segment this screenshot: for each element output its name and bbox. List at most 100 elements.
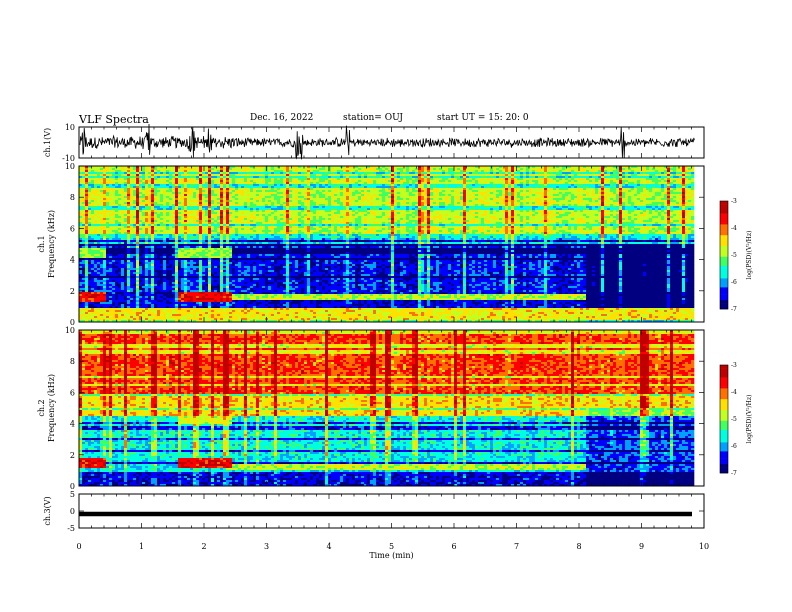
spectrogram-cell (259, 176, 262, 178)
spectrogram-cell (184, 182, 187, 184)
spectrogram-cell (460, 188, 463, 190)
spectrogram-cell (184, 204, 187, 206)
spectrogram-cell (244, 196, 247, 198)
spectrogram-cell (583, 180, 586, 182)
spectrogram-cell (361, 196, 364, 198)
spectrogram-cell (217, 182, 220, 184)
spectrogram-cell (313, 196, 316, 198)
spectrogram-cell (208, 200, 211, 202)
spectrogram-cell (166, 180, 169, 182)
spectrogram-cell (163, 198, 166, 200)
spectrogram-cell (445, 204, 448, 206)
spectrogram-cell (211, 178, 214, 180)
spectrogram-cell (316, 198, 319, 200)
spectrogram-cell (277, 174, 280, 176)
spectrogram-cell (316, 188, 319, 190)
spectrogram-cell (160, 182, 163, 184)
spectrogram-cell (577, 190, 580, 192)
spectrogram-cell (514, 178, 517, 180)
spectrogram-cell (436, 188, 439, 190)
spectrogram-cell (313, 172, 316, 174)
spectrogram-cell (331, 198, 334, 200)
spectrogram-cell (574, 170, 577, 172)
spectrogram-cell (574, 192, 577, 194)
spectrogram-cell (238, 184, 241, 186)
spectrogram-cell (256, 200, 259, 202)
spectrogram-cell (334, 182, 337, 184)
spectrogram-cell (502, 188, 505, 190)
spectrogram-cell (373, 182, 376, 184)
spectrogram-cell (688, 188, 691, 190)
spectrogram-cell (214, 184, 217, 186)
spectrogram-cell (241, 200, 244, 202)
spectrogram-cell (649, 198, 652, 200)
spectrogram-cell (361, 194, 364, 196)
spectrogram-cell (361, 198, 364, 200)
spectrogram-cell (346, 204, 349, 206)
spectrogram-cell (103, 180, 106, 182)
spectrogram-cell (391, 190, 394, 192)
spectrogram-cell (268, 168, 271, 170)
spectrogram-cell (352, 184, 355, 186)
spectrogram-cell (553, 194, 556, 196)
spectrogram-cell (547, 178, 550, 180)
spectrogram-cell (124, 170, 127, 172)
spectrogram-cell (205, 202, 208, 204)
spectrogram-cell (589, 172, 592, 174)
spectrogram-cell (580, 196, 583, 198)
spectrogram-cell (145, 200, 148, 202)
spectrogram-cell (460, 186, 463, 188)
spectrogram-cell (154, 174, 157, 176)
spectrogram-cell (142, 192, 145, 194)
spectrogram-cell (187, 196, 190, 198)
spectrogram-cell (196, 200, 199, 202)
spectrogram-cell (523, 174, 526, 176)
spectrogram-cell (562, 198, 565, 200)
spectrogram-cell (601, 198, 604, 200)
spectrogram-cell (238, 204, 241, 206)
spectrogram-cell (625, 200, 628, 202)
spectrogram-cell (235, 174, 238, 176)
spectrogram-cell (349, 184, 352, 186)
spectrogram-cell (463, 172, 466, 174)
spectrogram-cell (403, 198, 406, 200)
spectrogram-cell (178, 174, 181, 176)
spectrogram-cell (463, 182, 466, 184)
spectrogram-cell (451, 172, 454, 174)
spectrogram-cell (85, 194, 88, 196)
spectrogram-cell (514, 204, 517, 206)
spectrogram-cell (172, 198, 175, 200)
spectrogram-cell (424, 200, 427, 202)
spectrogram-cell (646, 200, 649, 202)
spectrogram-cell (430, 188, 433, 190)
spectrogram-cell (127, 170, 130, 172)
spectrogram-cell (94, 198, 97, 200)
spectrogram-cell (586, 186, 589, 188)
spectrogram-cell (82, 186, 85, 188)
spectrogram-cell (361, 192, 364, 194)
spectrogram-cell (229, 192, 232, 194)
spectrogram-cell (136, 194, 139, 196)
spectrogram-cell (259, 196, 262, 198)
spectrogram-cell (481, 176, 484, 178)
spectrogram-cell (331, 186, 334, 188)
spectrogram-cell (100, 182, 103, 184)
spectrogram-cell (322, 200, 325, 202)
spectrogram-cell (337, 202, 340, 204)
spectrogram-cell (493, 202, 496, 204)
spectrogram-cell (409, 184, 412, 186)
spectrogram-cell (226, 204, 229, 206)
spectrogram-cell (391, 180, 394, 182)
spectrogram-cell (91, 198, 94, 200)
spectrogram-cell (205, 196, 208, 198)
spectrogram-cell (382, 184, 385, 186)
spectrogram-cell (643, 168, 646, 170)
spectrogram-cell (544, 196, 547, 198)
spectrogram-cell (619, 190, 622, 192)
spectrogram-cell (163, 202, 166, 204)
spectrogram-cell (232, 172, 235, 174)
spectrogram-cell (145, 178, 148, 180)
spectrogram-cell (262, 196, 265, 198)
spectrogram-cell (388, 176, 391, 178)
spectrogram-cell (568, 172, 571, 174)
